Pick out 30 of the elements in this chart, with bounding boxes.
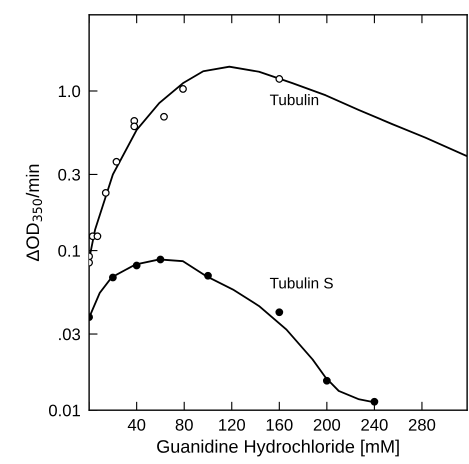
point [179,85,187,93]
series-label: Tubulin [270,94,318,106]
x-axis-title: Guanidine Hydrochloride [mM] [157,440,399,456]
y-axis-title: ΔOD$_{350}$/min [26,164,42,262]
x-tick-label: 120 [219,418,246,431]
y-tick-label: 0.01 [48,404,80,416]
y-tick-label: 0.3 [58,168,80,181]
point [112,158,120,166]
point [130,122,138,130]
point [109,274,117,282]
point [275,308,284,316]
x-tick-label: 160 [266,418,293,431]
point [132,262,141,270]
point [102,188,110,197]
point [204,272,212,280]
x-tick-label: 280 [408,418,436,431]
point [370,398,378,406]
point [322,376,331,385]
x-tick-label: 200 [314,418,340,431]
series-label: Tubulin S [270,277,333,289]
y-tick-label: 1.0 [58,85,80,98]
x-tick-label: 40 [128,418,146,431]
point [160,112,168,121]
x-tick-label: 240 [361,418,388,431]
y-tick-label: .03 [59,328,80,340]
y-tick-label: 0.1 [58,244,80,257]
point [156,256,164,264]
x-tick-label: 80 [176,418,193,431]
point [94,232,102,240]
point [275,75,284,83]
